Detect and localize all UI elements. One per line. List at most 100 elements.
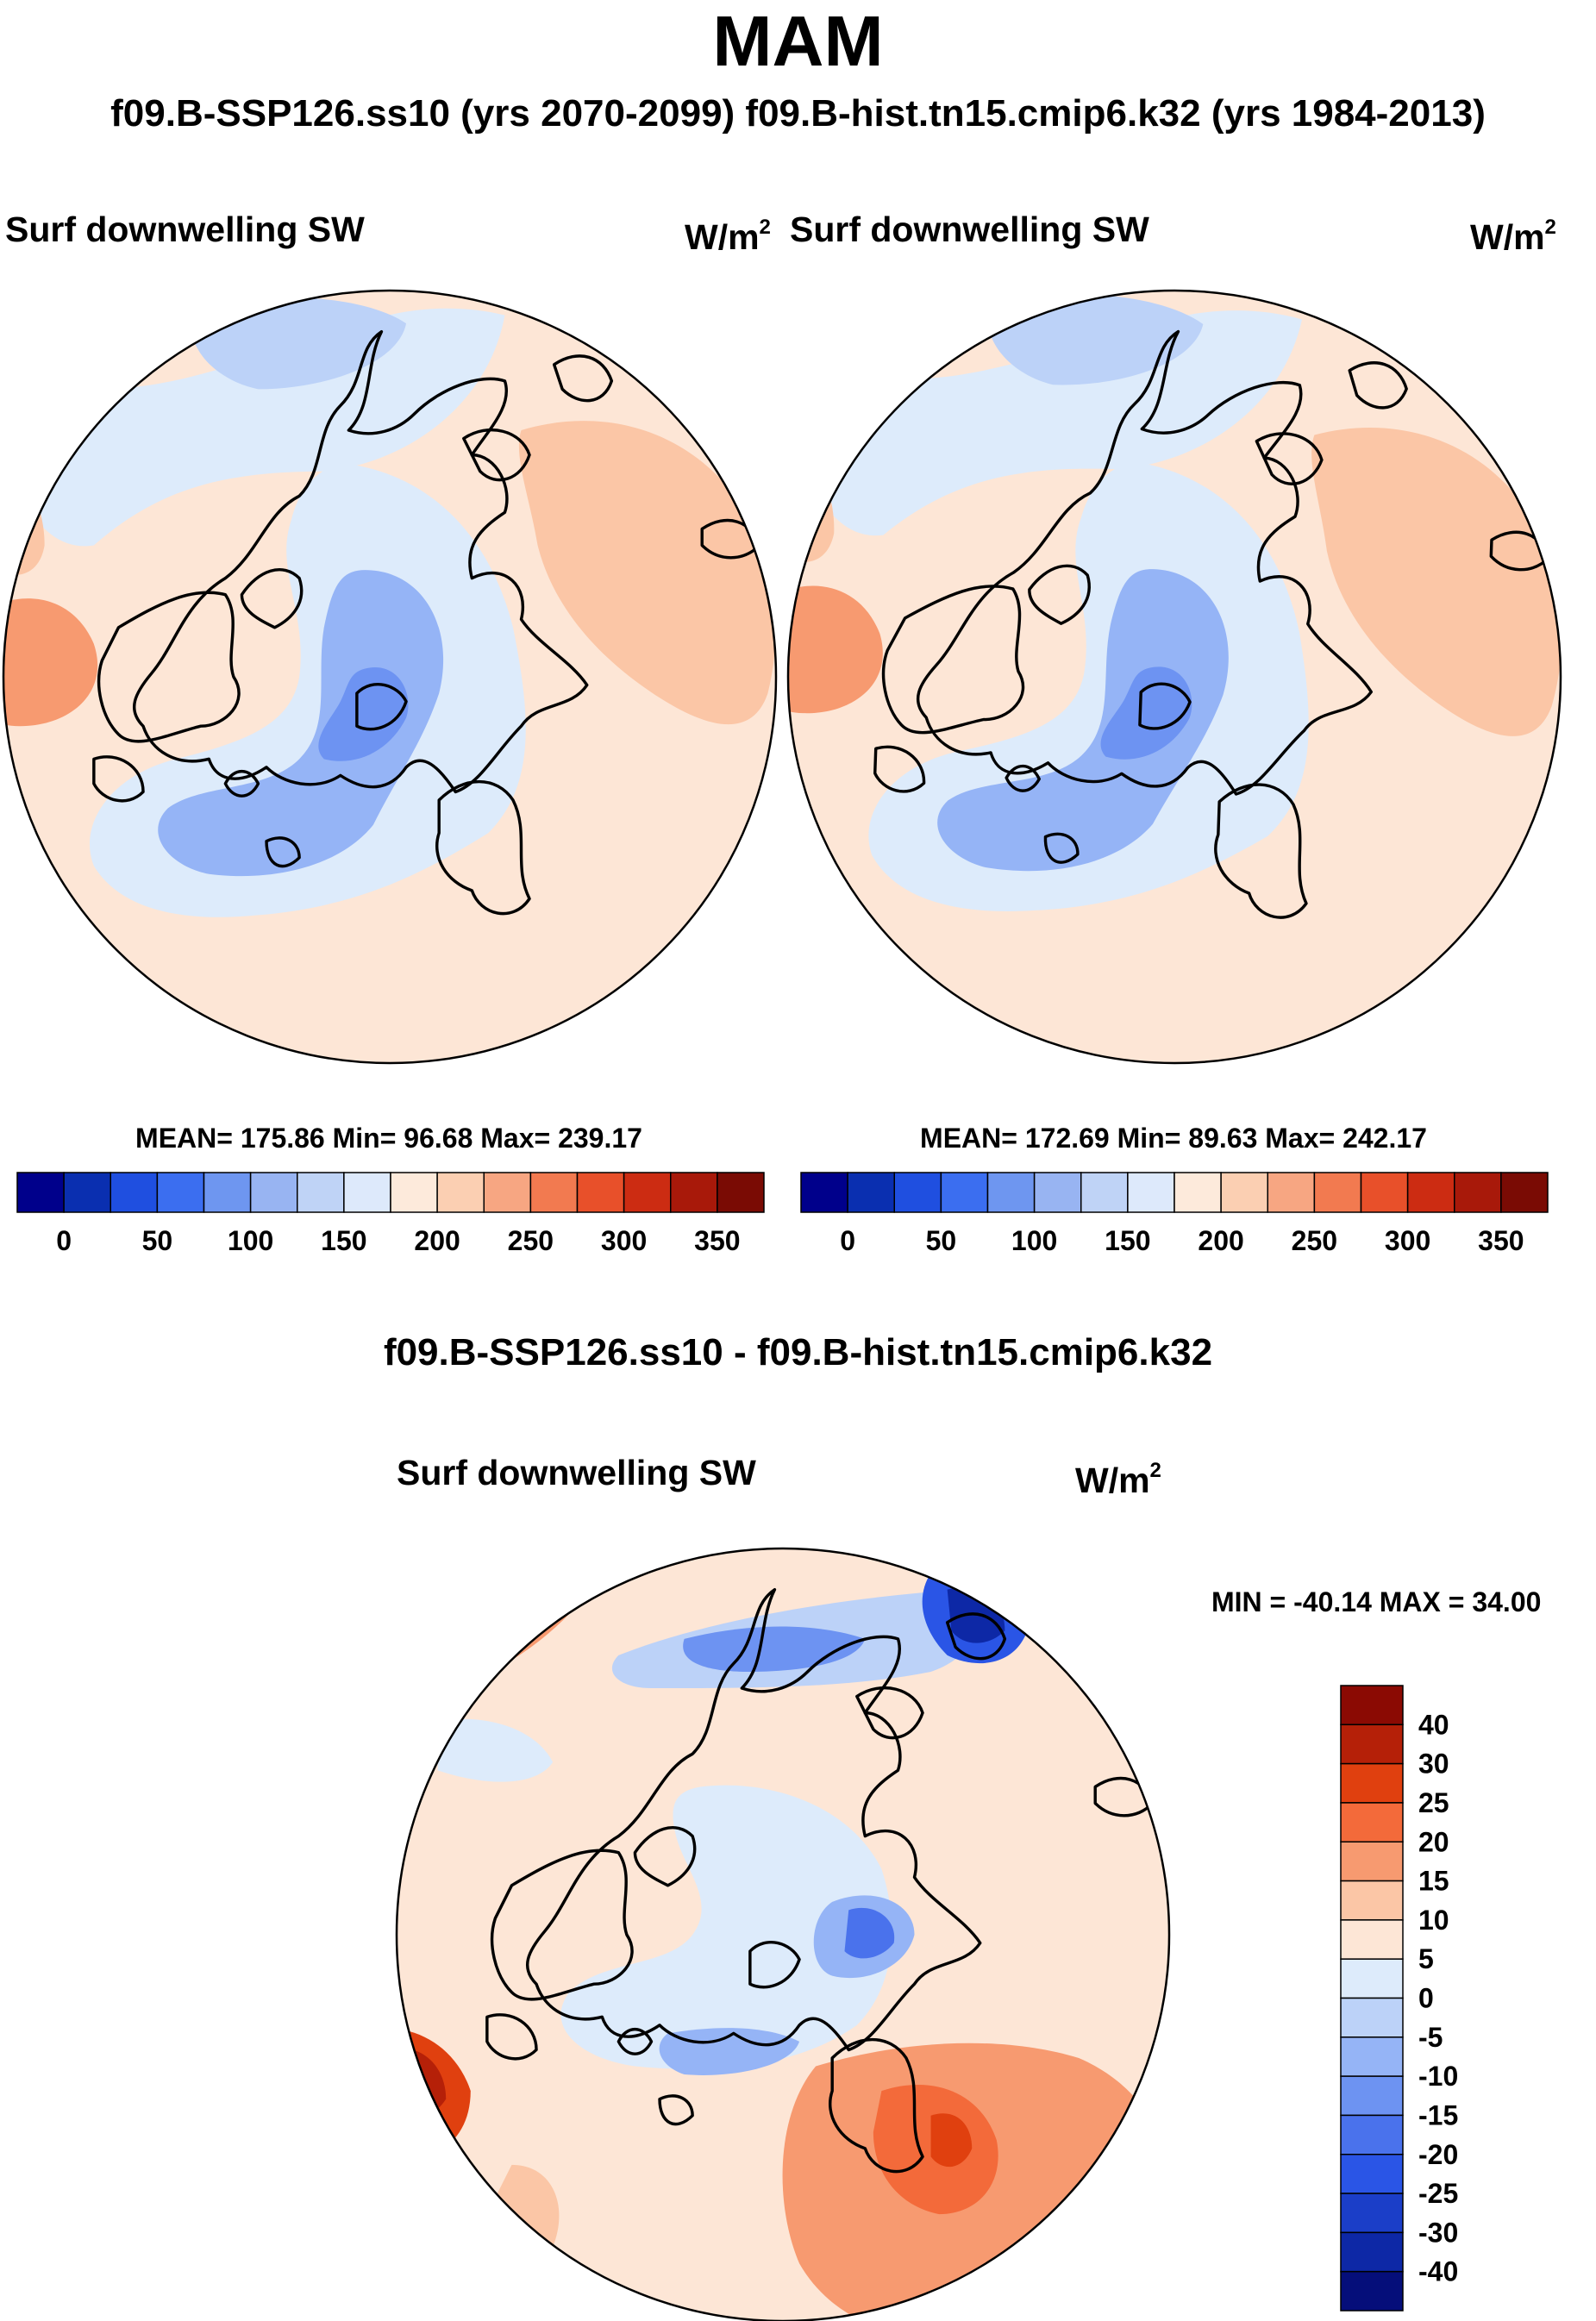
colorbar-tick-label: -10	[1418, 2061, 1458, 2092]
colorbar-swatch	[1340, 1958, 1404, 1999]
colorbar-swatch	[1340, 2270, 1404, 2312]
colorbar-swatch	[110, 1172, 159, 1213]
colorbar-swatch	[156, 1172, 205, 1213]
colorbar-swatch	[1174, 1172, 1222, 1213]
colorbar-swatch	[1340, 1802, 1404, 1842]
colorbar-swatch	[1500, 1172, 1549, 1213]
colorbar-swatch	[986, 1172, 1036, 1213]
colorbar-swatch	[1340, 2036, 1404, 2077]
colorbar-swatch	[1340, 1841, 1404, 1882]
colorbar-tick-label: -40	[1418, 2256, 1458, 2287]
figure-title: MAM	[712, 1, 884, 81]
colorbar-swatch	[343, 1172, 391, 1213]
colorbar-tick-label: 0	[1418, 1983, 1434, 2014]
colorbar-tick-label: 200	[414, 1225, 460, 1256]
colorbar-tick-label: 350	[694, 1225, 740, 1256]
colorbar-tick-label: -20	[1418, 2139, 1458, 2170]
colorbar-swatch	[483, 1172, 532, 1213]
colorbar-tick-label: 250	[508, 1225, 554, 1256]
colorbar-swatch	[1340, 2231, 1404, 2273]
colorbar-swatch	[1340, 1880, 1404, 1921]
map-border	[395, 1547, 1171, 2321]
colorbar-tick-label: 0	[56, 1225, 72, 1256]
colorbar-swatch	[297, 1172, 345, 1213]
colorbar-tick-label: 300	[601, 1225, 647, 1256]
colorbar-swatch	[1313, 1172, 1362, 1213]
colorbar-swatch	[1340, 1685, 1404, 1726]
colorbar-swatch	[436, 1172, 485, 1213]
colorbar-swatch	[529, 1172, 579, 1213]
colorbar-swatch	[893, 1172, 942, 1213]
colorbar-swatch	[847, 1172, 895, 1213]
colorbar-swatch	[1340, 1762, 1404, 1804]
colorbar-tick-label: 10	[1418, 1905, 1449, 1936]
colorbar-swatch	[203, 1172, 252, 1213]
colorbar-swatch	[717, 1172, 765, 1213]
panel3-variable-label: Surf downwelling SW	[397, 1453, 756, 1492]
colorbar-tick-label: 150	[321, 1225, 366, 1256]
colorbar-tick-label: 350	[1478, 1225, 1524, 1256]
colorbar-tick-label: 150	[1105, 1225, 1150, 1256]
colorbar-swatch	[1454, 1172, 1502, 1213]
colorbar-swatch	[670, 1172, 718, 1213]
colorbar-swatch	[1340, 1997, 1404, 2038]
map-border	[786, 289, 1562, 1065]
colorbar-tick-label: 15	[1418, 1866, 1449, 1897]
colorbar-3: 40 30 25 20 15 10 5 0 -5 -10 -15 -20 -25 -30 -40	[1340, 1685, 1458, 2312]
colorbar-swatch	[800, 1172, 848, 1213]
colorbar-tick-label: -30	[1418, 2217, 1458, 2248]
colorbar-tick-label: -15	[1418, 2099, 1458, 2130]
colorbar-tick-label: 100	[1011, 1225, 1057, 1256]
field-fill	[397, 1548, 1169, 2321]
colorbar-tick-label: 50	[142, 1225, 173, 1256]
colorbar-2: 0 50 100 150 200 250 300 350	[800, 1172, 1549, 1256]
colorbar-tick-label: 5	[1418, 1943, 1434, 1974]
colorbar-swatch	[623, 1172, 672, 1213]
polar-map-1	[2, 289, 778, 1065]
colorbar-swatch	[1127, 1172, 1175, 1213]
colorbar-tick-label: 100	[228, 1225, 273, 1256]
colorbar-swatch	[16, 1172, 65, 1213]
field-fill	[3, 291, 776, 1063]
polar-map-3	[395, 1547, 1171, 2321]
colorbar-swatch	[940, 1172, 989, 1213]
panel2-units-label: W/m2	[1470, 216, 1556, 257]
colorbar-swatch	[390, 1172, 438, 1213]
colorbar-tick-label: 300	[1385, 1225, 1430, 1256]
colorbar-swatch	[1080, 1172, 1129, 1213]
map-border	[2, 289, 778, 1065]
colorbar-swatch	[1360, 1172, 1409, 1213]
colorbar-swatch	[1340, 2114, 1404, 2155]
panel3-stats: MIN = -40.14 MAX = 34.00	[1211, 1586, 1542, 1617]
panel2-variable-label: Surf downwelling SW	[790, 210, 1149, 249]
colorbar-swatch	[1340, 2075, 1404, 2117]
colorbar-tick-label: 40	[1418, 1709, 1449, 1740]
colorbar-swatch	[1267, 1172, 1316, 1213]
colorbar-1: 0 50 100 150 200 250 300 350	[16, 1172, 765, 1256]
colorbar-tick-label: 30	[1418, 1749, 1449, 1780]
colorbar-tick-label: 20	[1418, 1826, 1449, 1857]
colorbar-swatch	[1340, 2154, 1404, 2194]
colorbar-tick-label: -5	[1418, 2022, 1443, 2053]
colorbar-swatch	[576, 1172, 625, 1213]
colorbar-swatch	[249, 1172, 298, 1213]
colorbar-swatch	[1406, 1172, 1455, 1213]
colorbar-swatch	[1033, 1172, 1082, 1213]
panel1-stats: MEAN= 175.86 Min= 96.68 Max= 239.17	[135, 1123, 642, 1154]
panel1-variable-label: Surf downwelling SW	[5, 210, 365, 249]
panel2-stats: MEAN= 172.69 Min= 89.63 Max= 242.17	[920, 1123, 1427, 1154]
panel3-units-label: W/m2	[1075, 1459, 1161, 1500]
colorbar-tick-label: 250	[1292, 1225, 1337, 1256]
colorbar-swatch	[1340, 2193, 1404, 2234]
colorbar-tick-label: 200	[1198, 1225, 1243, 1256]
field-fill	[788, 291, 1561, 1063]
polar-map-2	[786, 289, 1562, 1065]
colorbar-tick-label: 0	[840, 1225, 855, 1256]
colorbar-swatch	[1220, 1172, 1268, 1213]
colorbar-tick-label: -25	[1418, 2178, 1458, 2209]
colorbar-swatch	[1340, 1919, 1404, 1960]
panel1-units-label: W/m2	[685, 216, 771, 257]
difference-title: f09.B-SSP126.ss10 - f09.B-hist.tn15.cmip…	[383, 1331, 1213, 1373]
figure-subtitle: f09.B-SSP126.ss10 (yrs 2070-2099) f09.B-…	[110, 92, 1486, 135]
